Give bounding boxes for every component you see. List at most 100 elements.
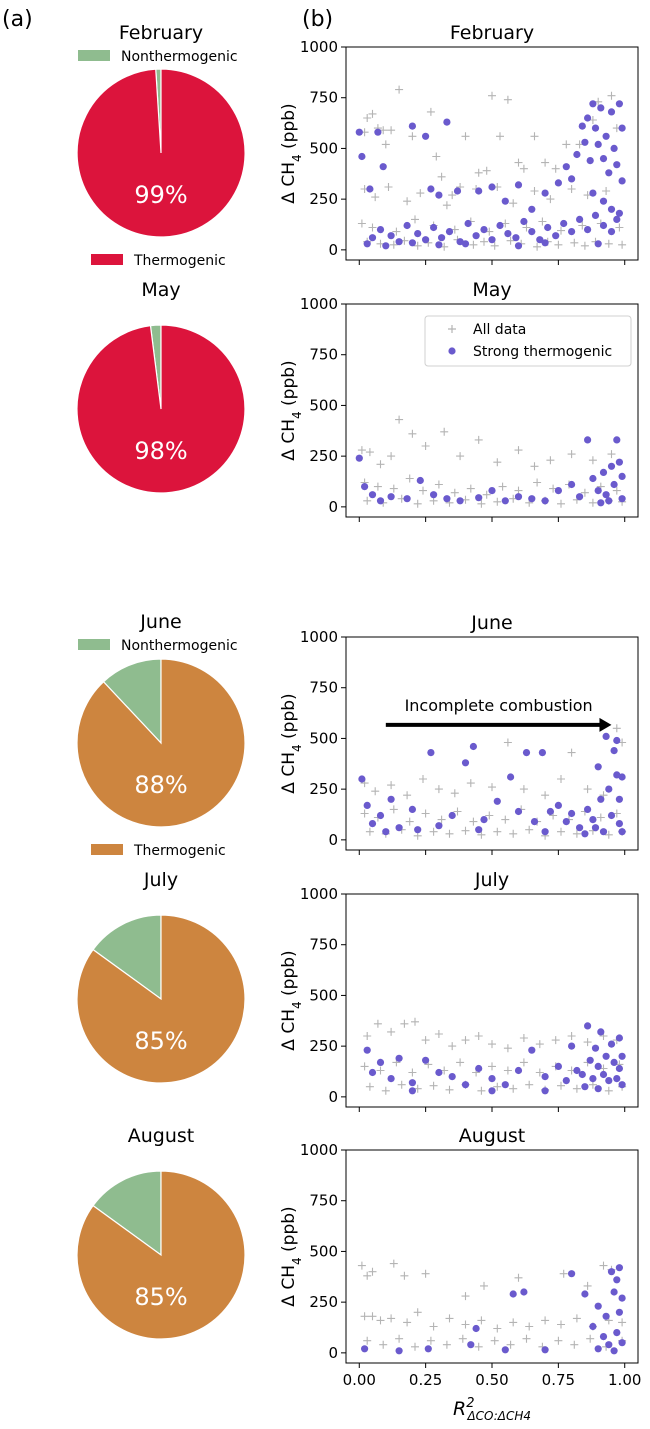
data-point-strong-thermogenic — [562, 818, 570, 826]
pie-title: July — [143, 869, 178, 891]
data-point-strong-thermogenic — [602, 1312, 610, 1320]
data-point-all — [493, 1324, 502, 1333]
data-point-strong-thermogenic — [607, 1040, 616, 1048]
data-point-all — [506, 236, 515, 245]
data-point-all — [541, 791, 550, 800]
y-tick-label: 0 — [328, 1088, 338, 1106]
data-point-all — [554, 240, 563, 249]
data-point-strong-thermogenic — [430, 491, 438, 499]
data-point-all — [387, 781, 396, 790]
data-point-strong-thermogenic — [607, 228, 616, 236]
data-point-strong-thermogenic — [387, 1075, 395, 1083]
data-point-strong-thermogenic — [610, 747, 618, 755]
y-tick-label: 500 — [309, 396, 338, 414]
data-point-strong-thermogenic — [528, 228, 536, 236]
data-point-strong-thermogenic — [448, 811, 456, 820]
data-point-all — [421, 442, 430, 450]
pie-title: August — [128, 1125, 195, 1147]
data-point-all — [450, 488, 459, 497]
data-point-strong-thermogenic — [613, 215, 621, 223]
data-point-strong-thermogenic — [422, 1056, 430, 1064]
data-point-strong-thermogenic — [363, 801, 371, 810]
series-strong-thermogenic — [355, 100, 626, 250]
data-point-all — [530, 187, 539, 195]
data-point-all — [387, 452, 396, 461]
data-point-all — [363, 1032, 372, 1040]
data-point-all — [379, 1340, 388, 1349]
y-axis-label-units: (ppb) — [279, 360, 299, 411]
data-point-all — [588, 498, 597, 507]
data-point-strong-thermogenic — [408, 122, 416, 130]
data-point-strong-thermogenic — [610, 1347, 618, 1355]
data-point-strong-thermogenic — [403, 495, 411, 503]
data-point-strong-thermogenic — [607, 108, 616, 116]
data-point-all — [604, 830, 613, 839]
data-point-strong-thermogenic — [591, 1044, 600, 1052]
data-point-all — [392, 227, 401, 236]
data-point-all — [509, 199, 518, 208]
data-point-strong-thermogenic — [395, 1347, 403, 1355]
data-point-all — [578, 221, 587, 230]
data-point-strong-thermogenic — [584, 1022, 592, 1030]
data-point-strong-thermogenic — [435, 241, 443, 249]
data-point-strong-thermogenic — [594, 140, 602, 148]
data-point-all — [405, 817, 414, 826]
data-point-all — [514, 446, 523, 455]
data-point-all — [442, 201, 451, 210]
data-point-all — [421, 1269, 430, 1278]
y-axis-label-units: (ppb) — [279, 950, 299, 1001]
data-point-strong-thermogenic — [581, 1290, 589, 1298]
data-point-all — [567, 450, 576, 459]
data-point-strong-thermogenic — [488, 183, 496, 191]
data-point-all — [541, 158, 550, 167]
data-point-all — [557, 499, 565, 508]
data-point-strong-thermogenic — [584, 114, 592, 122]
data-point-all — [474, 1032, 483, 1040]
data-point-all — [572, 1314, 581, 1323]
data-point-all — [357, 219, 366, 228]
series-strong-thermogenic — [361, 1264, 626, 1355]
y-tick-label: 1000 — [300, 885, 338, 903]
x-axis-label-superscript: 2 — [466, 1396, 474, 1411]
data-point-all — [461, 1036, 470, 1045]
data-point-strong-thermogenic — [594, 487, 602, 495]
data-point-all — [453, 807, 462, 816]
data-point-all — [469, 817, 478, 826]
data-point-all — [461, 826, 470, 835]
data-point-all — [371, 787, 380, 796]
data-point-all — [551, 1036, 560, 1045]
data-point-strong-thermogenic — [456, 238, 464, 246]
data-point-strong-thermogenic — [599, 221, 608, 230]
data-point-strong-thermogenic — [544, 223, 552, 232]
data-point-all — [482, 490, 491, 499]
series-strong-thermogenic — [358, 732, 626, 838]
y-tick-label: 750 — [309, 1192, 338, 1210]
y-tick-label: 250 — [309, 447, 338, 465]
data-point-strong-thermogenic — [435, 822, 443, 830]
data-point-all — [365, 827, 374, 836]
data-point-all — [419, 486, 427, 495]
data-point-all — [360, 1062, 369, 1071]
data-point-all — [474, 435, 483, 444]
x-tick-label: 0.00 — [343, 1371, 376, 1389]
y-axis-label-subscript: 4 — [290, 154, 304, 162]
data-point-all — [580, 241, 589, 250]
data-point-strong-thermogenic — [514, 807, 523, 816]
data-point-strong-thermogenic — [408, 1079, 416, 1087]
data-point-strong-thermogenic — [568, 480, 576, 489]
data-point-all — [488, 1040, 496, 1049]
legend-label-nonthermogenic: Nonthermogenic — [121, 638, 238, 654]
data-point-strong-thermogenic — [530, 818, 539, 826]
data-point-strong-thermogenic — [562, 1077, 570, 1085]
data-point-all — [448, 191, 457, 200]
x-tick-label: 0.75 — [542, 1371, 575, 1389]
data-point-strong-thermogenic — [552, 232, 560, 240]
data-point-all — [368, 223, 377, 232]
data-point-strong-thermogenic — [414, 826, 422, 834]
data-point-strong-thermogenic — [597, 1028, 605, 1036]
data-point-all — [434, 785, 443, 794]
y-tick-label: 1000 — [300, 38, 338, 56]
data-point-strong-thermogenic — [568, 1042, 576, 1050]
data-point-strong-thermogenic — [522, 749, 531, 757]
pie-title: May — [141, 279, 180, 301]
